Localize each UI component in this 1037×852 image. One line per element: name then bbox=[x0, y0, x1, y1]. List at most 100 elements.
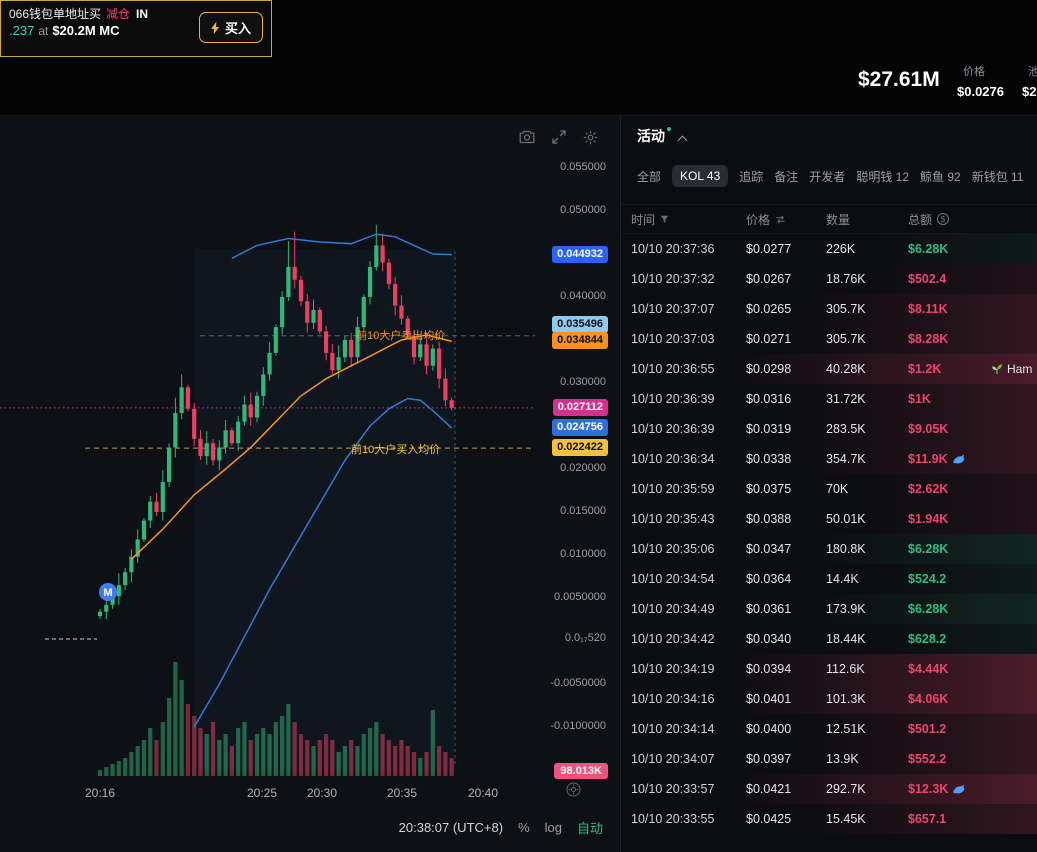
toast-amount: .237 bbox=[9, 23, 35, 38]
trade-total: $1.2K bbox=[908, 362, 942, 376]
time-tick: 20:35 bbox=[386, 786, 418, 800]
trade-amount: 13.9K bbox=[826, 752, 859, 766]
trade-time: 10/10 20:36:34 bbox=[631, 452, 715, 466]
trader-tag[interactable]: Ham bbox=[991, 362, 1032, 376]
quick-buy-button[interactable]: 买入 bbox=[198, 12, 263, 43]
column-total-label: 总额 bbox=[908, 212, 933, 227]
trade-row[interactable]: 10/10 20:35:06 $0.0347 180.8K $6.28K bbox=[621, 534, 1037, 564]
trade-total: $501.2 bbox=[908, 722, 947, 736]
wallet-alert-toast[interactable]: 066钱包单地址买 减仓 IN .237 at $20.2M MC 买入 bbox=[0, 0, 272, 57]
trade-price: $0.0267 bbox=[746, 272, 792, 286]
trade-row[interactable]: 10/10 20:33:57 $0.0421 292.7K $12.3K bbox=[621, 774, 1037, 804]
log-scale-button[interactable]: log bbox=[544, 820, 562, 835]
trade-total: $11.9K bbox=[908, 452, 1037, 466]
activity-tab-2[interactable]: 追踪 bbox=[739, 169, 764, 184]
toast-at-label: at bbox=[38, 24, 49, 38]
auto-scale-button[interactable]: 自动 bbox=[576, 821, 603, 836]
trade-row[interactable]: 10/10 20:34:54 $0.0364 14.4K $524.2 bbox=[621, 564, 1037, 594]
reduce-position-flag: 减仓 bbox=[106, 7, 131, 21]
trade-row[interactable]: 10/10 20:36:39 $0.0316 31.72K $1K bbox=[621, 384, 1037, 414]
activity-tab-5[interactable]: 聪明钱 12 bbox=[856, 169, 909, 184]
camera-icon[interactable] bbox=[519, 130, 535, 145]
price-tick: 0.040000 bbox=[560, 290, 606, 302]
trade-amount: 101.3K bbox=[826, 692, 866, 706]
trade-row[interactable]: 10/10 20:37:36 $0.0277 226K $6.28K bbox=[621, 234, 1037, 264]
activity-header: 活动 bbox=[637, 126, 688, 146]
trade-row[interactable]: 10/10 20:37:03 $0.0271 305.7K $8.28K bbox=[621, 324, 1037, 354]
price-tick: 0.010000 bbox=[560, 548, 606, 560]
activity-tab-7[interactable]: 新钱包 11 bbox=[971, 169, 1024, 184]
trade-row[interactable]: 10/10 20:37:07 $0.0265 305.7K $8.11K bbox=[621, 294, 1037, 324]
column-total[interactable]: 总额 $ bbox=[908, 211, 1037, 228]
activity-panel: 活动 全部 KOL 43 追踪 备注 开发者 聪明钱 12 鲸鱼 92 新钱包 11 时间 价… bbox=[620, 115, 1037, 852]
trade-row[interactable]: 10/10 20:36:34 $0.0338 354.7K $11.9K bbox=[621, 444, 1037, 474]
trade-amount: 305.7K bbox=[826, 302, 866, 316]
trade-row[interactable]: 10/10 20:35:43 $0.0388 50.01K $1.94K bbox=[621, 504, 1037, 534]
activity-tab-4[interactable]: 开发者 bbox=[809, 169, 846, 184]
trade-row[interactable]: 10/10 20:36:39 $0.0319 283.5K $9.05K bbox=[621, 414, 1037, 444]
price-stat-value: $0.0276 bbox=[957, 84, 1004, 99]
timezone-settings-icon[interactable] bbox=[566, 782, 581, 797]
trade-amount: 15.45K bbox=[826, 812, 866, 826]
trade-row[interactable]: 10/10 20:34:49 $0.0361 173.9K $6.28K bbox=[621, 594, 1037, 624]
activity-tab-1[interactable]: KOL 43 bbox=[672, 165, 729, 187]
column-amount: 数量 bbox=[826, 211, 908, 228]
activity-tab-0[interactable]: 全部 bbox=[637, 169, 662, 184]
trade-price: $0.0397 bbox=[746, 752, 792, 766]
price-line-badge: 0.044932 bbox=[552, 245, 608, 263]
trade-total: $502.4 bbox=[908, 272, 947, 286]
trade-price: $0.0375 bbox=[746, 482, 792, 496]
swap-icon bbox=[776, 215, 785, 223]
fullscreen-icon[interactable] bbox=[552, 130, 566, 145]
price-tick: 0.0050000 bbox=[554, 591, 606, 603]
toast-line2: .237 at $20.2M MC bbox=[9, 23, 120, 38]
trade-amount: 40.28K bbox=[826, 362, 866, 376]
trade-amount: 305.7K bbox=[826, 332, 866, 346]
price-axis[interactable]: 0.055000 0.050000 0.040000 0.030000 0.020000… bbox=[528, 116, 620, 816]
price-line-badge: 0.034844 bbox=[552, 332, 608, 350]
trade-time: 10/10 20:34:07 bbox=[631, 752, 715, 766]
trade-row[interactable]: 10/10 20:37:32 $0.0267 18.76K $502.4 bbox=[621, 264, 1037, 294]
trade-price: $0.0364 bbox=[746, 572, 792, 586]
clock-utc-label[interactable]: 20:38:07 (UTC+8) bbox=[398, 820, 504, 835]
trade-row[interactable]: 10/10 20:35:59 $0.0375 70K $2.62K bbox=[621, 474, 1037, 504]
collapse-chevron-icon[interactable] bbox=[677, 135, 688, 146]
trade-row[interactable]: 10/10 20:33:55 $0.0425 15.45K $657.1 bbox=[621, 804, 1037, 834]
volume-label-badge: 98.013K bbox=[554, 763, 608, 779]
time-axis[interactable]: 20:16 20:25 20:30 20:35 20:40 bbox=[0, 778, 535, 806]
chart-settings-icon[interactable] bbox=[583, 130, 598, 145]
trade-price: $0.0425 bbox=[746, 812, 792, 826]
trade-amount: 173.9K bbox=[826, 602, 866, 616]
trade-price: $0.0319 bbox=[746, 422, 792, 436]
trade-price: $0.0277 bbox=[746, 242, 792, 256]
price-tick: 0.055000 bbox=[560, 161, 606, 173]
column-time[interactable]: 时间 bbox=[631, 211, 746, 228]
trade-row[interactable]: 10/10 20:34:42 $0.0340 18.44K $628.2 bbox=[621, 624, 1037, 654]
trade-price: $0.0400 bbox=[746, 722, 792, 736]
trade-time: 10/10 20:36:39 bbox=[631, 422, 715, 436]
trade-amount: 70K bbox=[826, 482, 849, 496]
toast-wallet-text: 066钱包单地址买 bbox=[9, 7, 102, 21]
filter-icon bbox=[660, 215, 669, 223]
column-price[interactable]: 价格 bbox=[746, 211, 826, 228]
trade-total: $8.11K bbox=[908, 302, 948, 316]
trade-row[interactable]: 10/10 20:34:19 $0.0394 112.6K $4.44K bbox=[621, 654, 1037, 684]
trade-row[interactable]: 10/10 20:34:16 $0.0401 101.3K $4.06K bbox=[621, 684, 1037, 714]
price-tick: -0.0100000 bbox=[550, 720, 606, 732]
trade-row[interactable]: 10/10 20:34:14 $0.0400 12.51K $501.2 bbox=[621, 714, 1037, 744]
trades-table-body: 10/10 20:37:36 $0.0277 226K $6.28K 10/10 20:… bbox=[621, 234, 1037, 852]
trade-total: $657.1 bbox=[908, 812, 947, 826]
trade-amount: 14.4K bbox=[826, 572, 859, 586]
activity-title-label: 活动 bbox=[637, 128, 665, 144]
trade-time: 10/10 20:36:39 bbox=[631, 392, 715, 406]
activity-tab-3[interactable]: 备注 bbox=[774, 169, 799, 184]
percent-scale-button[interactable]: % bbox=[518, 820, 530, 835]
trade-row[interactable]: 10/10 20:36:55 $0.0298 40.28K $1.2K Ham bbox=[621, 354, 1037, 384]
column-price-label: 价格 bbox=[746, 212, 771, 227]
toast-line1: 066钱包单地址买 减仓 IN bbox=[9, 5, 148, 22]
trade-total: $9.05K bbox=[908, 422, 949, 436]
trade-row[interactable]: 10/10 20:34:07 $0.0397 13.9K $552.2 bbox=[621, 744, 1037, 774]
activity-tab-6[interactable]: 鲸鱼 92 bbox=[920, 169, 961, 184]
m-marker[interactable]: M bbox=[99, 583, 117, 601]
price-chart-svg[interactable]: M bbox=[0, 116, 620, 816]
